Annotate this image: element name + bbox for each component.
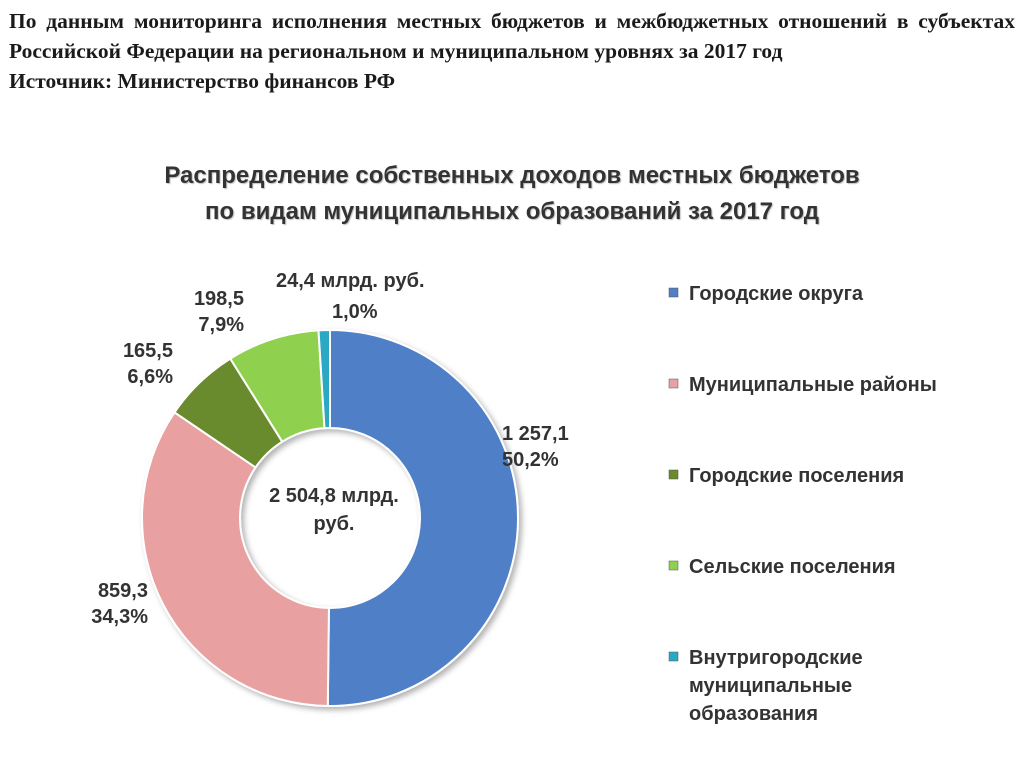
slice-муниципальные-районы (141, 410, 330, 707)
chart-title: Распределение собственных доходов местны… (0, 158, 1024, 230)
legend-label: муниципальные (689, 675, 852, 697)
center-label-line: руб. (314, 513, 355, 535)
slice-percent-label: 50,2% (502, 449, 559, 471)
legend-swatch (668, 378, 679, 389)
slice-value-label: 859,3 (98, 580, 148, 602)
legend-swatch (668, 560, 679, 571)
slice-labels: 1 257,1 50,2% 859,3 34,3% 165,5 6,6% 198,5 7,9%… (91, 270, 568, 628)
legend-item-муниципальные-районы: Муниципальные районы (668, 374, 937, 396)
slice-внутригородские-муниципальные-образования (317, 328, 331, 430)
slice-percent-label: 34,3% (91, 606, 148, 628)
slice-value-label: 1 257,1 (502, 423, 569, 445)
slice-percent-label: 7,9% (198, 314, 244, 336)
donut-slices (141, 328, 519, 707)
legend-item-городские-округа: Городские округа (668, 283, 864, 305)
legend-swatch (668, 651, 679, 662)
legend-label: Городские округа (689, 283, 864, 305)
header-intro: По данным мониторинга исполнения местных… (9, 9, 1015, 63)
donut-center-label: 2 504,8 млрд. руб. (269, 485, 399, 535)
chart-title-line-1: Распределение собственных доходов местны… (164, 162, 860, 189)
legend-label: Городские поселения (689, 465, 904, 487)
chart-legend: Городские округа Муниципальные районы Горо… (668, 283, 937, 725)
slice-городские-округа (326, 328, 519, 707)
legend-item-сельские-поселения: Сельские поселения (668, 556, 896, 578)
legend-item-городские-поселения: Городские поселения (668, 465, 904, 487)
legend-label: Внутригородские (689, 647, 863, 669)
center-label-line: 2 504,8 млрд. (269, 485, 399, 507)
slice-value-label: 165,5 (123, 340, 173, 362)
legend-item-внутригородские-муниципальные-образования: Внутригородские муниципальные образования (668, 647, 863, 725)
slice-percent-label: 6,6% (127, 366, 173, 388)
slice-percent-label: 1,0% (332, 301, 378, 323)
header-source: Источник: Министерство финансов РФ (9, 69, 396, 93)
legend-label: образования (689, 703, 818, 725)
page-header: По данным мониторинга исполнения местных… (9, 6, 1015, 96)
legend-swatch (668, 287, 679, 298)
legend-label: Муниципальные районы (689, 374, 937, 396)
legend-label: Сельские поселения (689, 556, 896, 578)
slice-value-label: 24,4 млрд. руб. (276, 270, 425, 292)
slice-value-label: 198,5 (194, 288, 244, 310)
chart-title-line-2: по видам муниципальных образований за 20… (205, 198, 819, 225)
legend-swatch (668, 469, 679, 480)
